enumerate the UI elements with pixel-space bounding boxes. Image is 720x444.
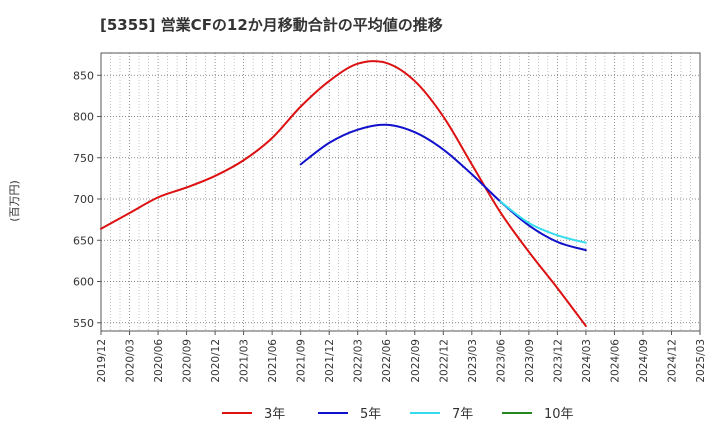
x-tick-label: 2024/12 — [666, 339, 678, 383]
legend-label-4: 10年 — [544, 407, 574, 422]
y-tick-label: 650 — [73, 234, 94, 247]
chart-title: [5355] 営業CFの12か月移動合計の平均値の推移 — [100, 16, 443, 34]
x-tick-label: 2020/03 — [125, 339, 137, 383]
x-tick-label: 2024/09 — [638, 339, 650, 383]
x-tick-label: 2022/06 — [381, 339, 393, 383]
x-tick-label: 2022/12 — [438, 339, 450, 383]
legend-label-1: 3年 — [264, 407, 285, 422]
series-line-1 — [100, 60, 587, 328]
y-tick-label: 550 — [73, 317, 94, 330]
legend-label-3: 7年 — [452, 407, 473, 422]
series-line-2 — [299, 123, 587, 252]
x-tick-label: 2022/03 — [353, 339, 365, 383]
x-tick-label: 2024/03 — [581, 339, 593, 383]
series-line-3 — [499, 200, 587, 244]
x-tick-label: 2020/06 — [153, 339, 165, 383]
y-tick-label: 800 — [73, 111, 94, 124]
x-tick-label: 2023/12 — [552, 339, 564, 383]
x-tick-label: 2021/12 — [324, 339, 336, 383]
y-tick-label: 600 — [73, 276, 94, 289]
series-lines — [100, 60, 587, 328]
y-axis-ticks: 550 600 650 700 750 800 850 — [73, 69, 101, 330]
x-tick-label: 2023/06 — [495, 339, 507, 383]
x-tick-label: 2025/03 — [695, 339, 707, 383]
x-tick-label: 2023/03 — [467, 339, 479, 383]
y-axis-label: (百万円) — [8, 180, 21, 222]
y-tick-label: 700 — [73, 193, 94, 206]
x-tick-label: 2021/06 — [267, 339, 279, 383]
x-tick-label: 2024/06 — [609, 339, 621, 383]
plot-border — [100, 52, 701, 332]
x-tick-label: 2022/09 — [410, 339, 422, 383]
legend: 3年 5年 7年 10年 — [222, 407, 574, 422]
plot-area — [100, 52, 701, 332]
y-tick-label: 850 — [73, 69, 94, 82]
x-tick-label: 2020/09 — [182, 339, 194, 383]
x-axis-ticks: 2019/12 2020/03 2020/06 2020/09 2020/12 2021/… — [96, 331, 707, 383]
legend-label-2: 5年 — [360, 407, 381, 422]
x-tick-label: 2021/03 — [239, 339, 251, 383]
x-tick-label: 2021/09 — [296, 339, 308, 383]
plot-background — [101, 53, 700, 331]
y-tick-label: 750 — [73, 152, 94, 165]
x-tick-label: 2020/12 — [210, 339, 222, 383]
x-tick-label: 2019/12 — [96, 339, 108, 383]
x-tick-label: 2023/09 — [524, 339, 536, 383]
